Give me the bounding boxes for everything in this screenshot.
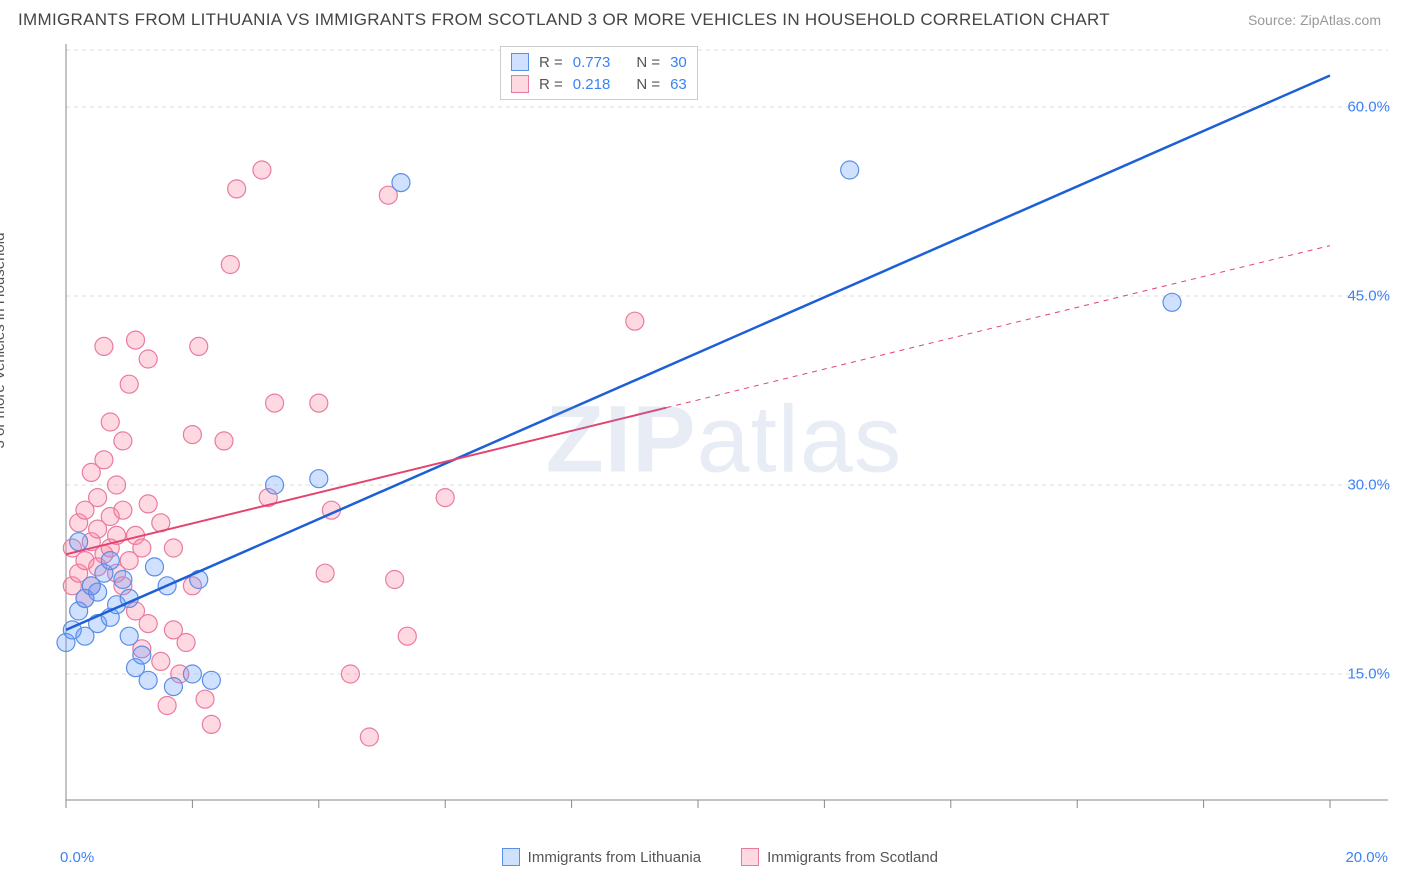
x-axis-end: 20.0% — [1345, 849, 1388, 866]
source-attribution: Source: ZipAtlas.com — [1248, 12, 1381, 28]
y-tick-label: 30.0% — [1347, 477, 1390, 494]
legend-item-lithuania: Immigrants from Lithuania — [502, 848, 701, 866]
y-axis-label: 3 or more Vehicles in Household — [0, 233, 8, 449]
stats-legend: R =0.773 N =30 R =0.218 N =63 — [500, 46, 698, 100]
chart-title: IMMIGRANTS FROM LITHUANIA VS IMMIGRANTS … — [18, 10, 1110, 30]
stats-row-scotland: R =0.218 N =63 — [511, 73, 687, 95]
swatch-lithuania — [511, 53, 529, 71]
x-axis-legend: 0.0% Immigrants from Lithuania Immigrant… — [60, 848, 1388, 866]
x-axis-start: 0.0% — [60, 849, 94, 866]
plot-area: ZIPatlas R =0.773 N =30 R =0.218 N =63 1… — [60, 40, 1388, 840]
plot-svg — [60, 40, 1388, 840]
series-legend: Immigrants from Lithuania Immigrants fro… — [502, 848, 938, 866]
y-tick-label: 45.0% — [1347, 288, 1390, 305]
chart-container: 3 or more Vehicles in Household ZIPatlas… — [18, 40, 1388, 840]
stats-row-lithuania: R =0.773 N =30 — [511, 51, 687, 73]
y-tick-label: 15.0% — [1347, 666, 1390, 683]
y-tick-label: 60.0% — [1347, 99, 1390, 116]
swatch-scotland — [511, 75, 529, 93]
legend-item-scotland: Immigrants from Scotland — [741, 848, 938, 866]
